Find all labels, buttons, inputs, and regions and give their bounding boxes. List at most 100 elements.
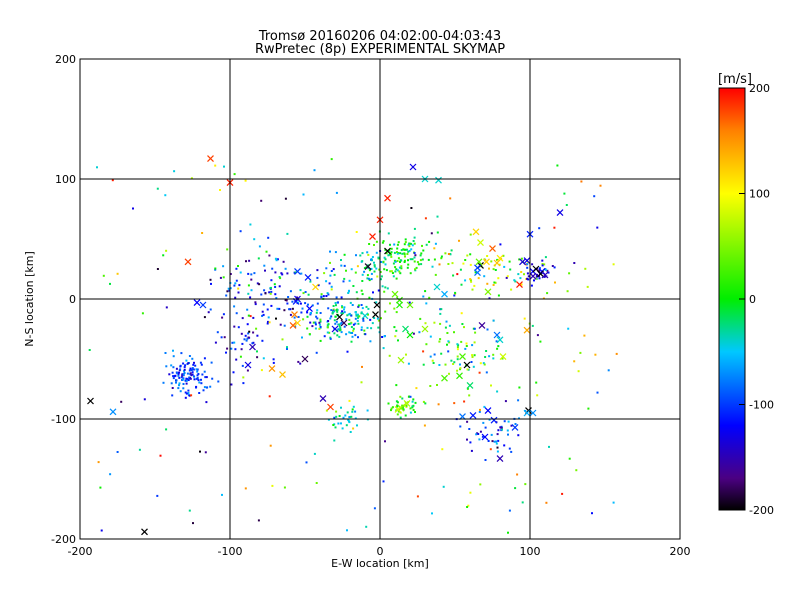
data-point (309, 280, 312, 283)
data-point (424, 402, 427, 405)
data-point (178, 384, 180, 387)
data-point (430, 232, 433, 235)
colorbar-tick-label: 100 (749, 188, 770, 201)
data-point (279, 323, 282, 326)
data-point (405, 353, 407, 356)
data-point (315, 351, 318, 354)
data-point (406, 253, 409, 255)
data-point (390, 255, 393, 258)
data-point (586, 285, 589, 288)
data-point (495, 440, 498, 443)
data-point (343, 308, 345, 311)
data-point (297, 360, 300, 363)
data-point (500, 426, 503, 429)
data-point (267, 236, 270, 239)
data-point (485, 350, 488, 352)
data-point (409, 395, 412, 398)
data-point (238, 284, 241, 287)
data-point (276, 307, 279, 310)
data-point (447, 253, 450, 255)
data-point (297, 301, 299, 304)
data-point (335, 415, 338, 418)
cross-stroke (373, 301, 381, 309)
cross-stroke (291, 311, 298, 319)
cross-stroke (493, 331, 501, 339)
data-point (370, 278, 373, 281)
data-marks (87, 155, 618, 536)
data-point (410, 207, 413, 209)
data-point (488, 355, 491, 358)
data-point (516, 473, 519, 476)
data-point (510, 424, 513, 427)
data-point (484, 426, 487, 429)
data-point (156, 494, 159, 497)
data-point (335, 296, 338, 299)
data-point (483, 363, 486, 366)
data-point (316, 269, 319, 272)
data-point (99, 486, 102, 489)
data-point (469, 491, 472, 494)
data-point (413, 236, 416, 239)
data-point (354, 322, 357, 325)
data-point (338, 335, 341, 338)
data-point (346, 350, 349, 353)
data-point (270, 304, 273, 307)
data-point (409, 272, 412, 275)
data-point (165, 428, 168, 431)
data-point (203, 316, 206, 319)
data-point (264, 292, 267, 295)
data-point (439, 312, 442, 315)
data-point (408, 242, 411, 245)
data-point (407, 243, 410, 246)
data-point (407, 259, 409, 262)
data-point (234, 282, 237, 285)
data-point (263, 289, 266, 292)
data-point (322, 295, 325, 298)
data-point (220, 336, 223, 339)
data-point (252, 316, 255, 319)
data-cross (384, 247, 391, 255)
data-point (264, 269, 266, 272)
data-point (217, 380, 220, 383)
data-point (175, 381, 177, 384)
data-point (518, 258, 521, 261)
data-point (318, 321, 321, 324)
data-point (334, 322, 337, 325)
data-point (412, 398, 415, 401)
data-point (195, 386, 197, 389)
data-point (327, 307, 330, 310)
data-point (325, 267, 328, 270)
data-point (490, 384, 492, 387)
data-point (541, 264, 544, 267)
data-point (340, 259, 342, 261)
data-point (406, 266, 409, 269)
data-point (219, 189, 221, 191)
data-point (497, 277, 500, 280)
data-point (266, 322, 269, 325)
data-point (361, 307, 364, 310)
data-point (447, 263, 450, 265)
data-point (405, 404, 408, 407)
data-point (390, 247, 393, 250)
data-point (362, 319, 365, 322)
data-point (275, 297, 278, 300)
data-point (181, 374, 184, 377)
data-point (398, 270, 401, 273)
data-point (305, 461, 308, 464)
data-point (368, 279, 371, 282)
cross-stroke (109, 408, 117, 416)
data-point (244, 179, 247, 182)
data-cross (402, 325, 409, 333)
data-point (261, 314, 264, 317)
cross-stroke (406, 331, 414, 339)
cross-stroke (384, 194, 391, 202)
data-point (323, 272, 326, 275)
cross-stroke (496, 254, 504, 262)
cross-stroke (304, 273, 312, 281)
data-point (339, 328, 342, 331)
data-point (393, 326, 396, 329)
data-point (193, 378, 196, 381)
data-point (431, 265, 434, 268)
data-point (193, 361, 195, 364)
data-point (278, 285, 281, 288)
